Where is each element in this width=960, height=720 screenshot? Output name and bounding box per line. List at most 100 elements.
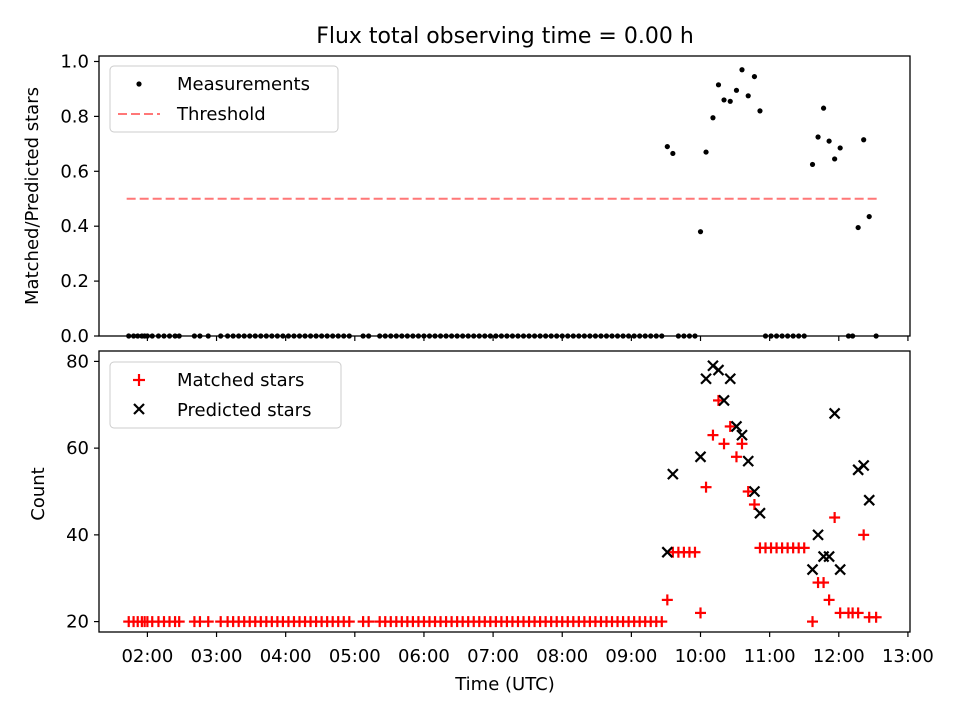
predicted-star-marker: [812, 529, 824, 541]
predicted-star-marker: [806, 563, 819, 576]
x-axis-label: Time (UTC): [454, 674, 555, 695]
predicted-star-marker: [748, 485, 761, 498]
x-stroke-2: [828, 407, 841, 420]
x-tick-label: 08:00: [536, 646, 588, 667]
matched-star-marker: [718, 438, 730, 450]
matched-star-marker: [736, 438, 748, 450]
x-stroke-2: [712, 364, 725, 376]
predicted-star-marker: [742, 455, 754, 467]
legend-label-threshold: Threshold: [176, 104, 266, 125]
matched-star-marker: [742, 486, 754, 497]
bottom-legend: Matched stars Predicted stars: [109, 361, 342, 429]
x-tick-label: 04:00: [260, 646, 312, 667]
predicted-star-marker: [828, 407, 841, 420]
measurement-point: [703, 149, 709, 155]
measurement-point: [721, 97, 727, 103]
x-stroke-2: [812, 529, 824, 541]
bottom-y-tick-label: 40: [66, 525, 89, 546]
legend-label-matched: Matched stars: [177, 370, 304, 391]
predicted-star-marker: [667, 468, 679, 480]
measurement-point: [745, 93, 751, 99]
x-stroke-2: [823, 550, 835, 563]
matched-star-marker: [695, 607, 707, 619]
predicted-star-marker: [857, 459, 870, 472]
matched-star-marker: [707, 429, 719, 441]
x-tick-label: 02:00: [121, 646, 173, 667]
x-stroke-2: [834, 563, 846, 576]
measurement-point: [837, 145, 843, 151]
bottom-ticks: 20 40 60 80 02:00 03:00 04:00 05:00 06:00 07:00 08…: [66, 351, 934, 667]
bottom-y-axis-label: Count: [28, 467, 49, 520]
matched-star-marker: [343, 616, 355, 628]
measurement-point: [861, 137, 867, 143]
x-stroke-2: [736, 429, 748, 441]
bottom-panel: 20 40 60 80 02:00 03:00 04:00 05:00 06:00 07:00 08…: [28, 350, 934, 695]
matched-star-marker: [173, 616, 185, 628]
x-tick-label: 12:00: [813, 646, 865, 667]
legend-label-predicted: Predicted stars: [177, 400, 311, 421]
top-panel: 0.0 0.2 0.4 0.6 0.8 1.0 Matched/Predicted sta…: [22, 51, 911, 347]
predicted-star-marker: [700, 372, 712, 385]
x-stroke-2: [718, 394, 730, 407]
predicted-star-marker: [823, 550, 835, 563]
x-stroke-2: [700, 372, 712, 385]
x-stroke-2: [742, 455, 754, 467]
matched-star-marker: [202, 616, 214, 628]
bottom-y-tick-label: 20: [66, 612, 89, 633]
predicted-star-marker: [694, 451, 707, 463]
x-stroke-2: [806, 563, 819, 576]
top-y-tick-label: 0.8: [60, 106, 89, 127]
measurement-point: [727, 98, 733, 104]
matched-star-marker: [870, 611, 882, 623]
legend-label-measurements: Measurements: [177, 74, 310, 95]
measurement-point: [809, 161, 816, 168]
bottom-axes-frame: [98, 350, 911, 633]
matched-star-marker: [852, 607, 864, 619]
measurement-point: [715, 82, 722, 88]
matched-star-marker: [700, 481, 712, 493]
x-tick-label: 10:00: [675, 646, 727, 667]
matched-star-marker: [858, 529, 870, 541]
matched-star-marker: [712, 394, 724, 406]
measurement-point: [757, 108, 763, 114]
measurement-point: [832, 156, 838, 162]
matched-star-marker: [807, 616, 819, 628]
measurement-point: [710, 115, 716, 121]
measurement-point: [733, 87, 740, 93]
x-stroke-2: [724, 372, 737, 385]
top-axes-frame: [98, 55, 911, 337]
predicted-star-marker: [834, 563, 846, 576]
matched-star-marker: [689, 546, 701, 558]
chart-title: Flux total observing time = 0.00 h: [316, 24, 694, 49]
bottom-marks: [123, 359, 882, 628]
matched-star-marker: [818, 577, 830, 589]
x-stroke-2: [748, 485, 761, 498]
top-y-tick-label: 0.0: [60, 326, 89, 347]
x-tick-label: 05:00: [329, 646, 381, 667]
predicted-star-marker: [718, 394, 730, 407]
measurement-point: [739, 67, 745, 73]
top-y-tick-label: 1.0: [60, 51, 89, 72]
measurement-point: [815, 134, 821, 140]
matched-star-marker: [661, 594, 673, 606]
top-legend-box: [109, 65, 339, 133]
x-tick-label: 06:00: [398, 646, 450, 667]
measurement-point: [855, 224, 861, 231]
x-stroke-2: [863, 494, 875, 506]
bottom-y-tick-label: 80: [66, 351, 89, 372]
x-tick-label: 09:00: [605, 646, 657, 667]
measurement-point: [826, 138, 832, 144]
top-ticks: 0.0 0.2 0.4 0.6 0.8 1.0: [60, 51, 909, 347]
measurement-point: [697, 229, 704, 235]
x-stroke-2: [694, 451, 707, 463]
x-stroke-2: [754, 507, 766, 519]
top-y-tick-label: 0.2: [60, 271, 89, 292]
matched-star-marker: [363, 616, 375, 628]
matched-star-marker: [829, 512, 841, 524]
top-y-tick-label: 0.4: [60, 216, 89, 237]
x-stroke-2: [667, 468, 679, 480]
predicted-star-marker: [661, 546, 674, 558]
top-y-axis-label: Matched/Predicted stars: [22, 87, 43, 305]
x-tick-label: 07:00: [467, 646, 519, 667]
